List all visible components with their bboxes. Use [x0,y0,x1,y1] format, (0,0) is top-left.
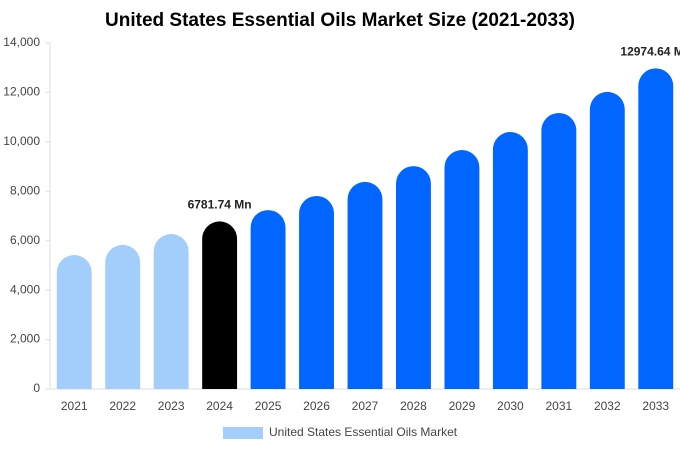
data-label: 12974.64 Mn [620,45,680,59]
x-tick-label: 2030 [497,399,524,413]
x-tick-label: 2027 [352,399,379,413]
bar [444,150,480,389]
bar [492,131,528,389]
x-tick-label: 2032 [594,399,621,413]
y-tick-label: 0 [33,381,40,395]
y-tick-label: 4,000 [10,282,40,296]
y-tick-label: 2,000 [10,332,40,346]
chart-title: United States Essential Oils Market Size… [105,10,575,31]
x-tick-label: 2029 [449,399,476,413]
bar [638,68,674,389]
x-tick-label: 2025 [255,399,282,413]
x-tick-label: 2028 [400,399,427,413]
x-tick-label: 2021 [61,399,88,413]
bar [589,91,625,390]
bar [299,195,334,389]
y-tick-label: 10,000 [3,134,40,148]
y-tick-label: 12,000 [3,85,40,99]
x-tick-label: 2031 [545,399,572,413]
x-tick-label: 2024 [206,399,233,413]
data-label: 6781.74 Mn [188,198,252,212]
bar [153,234,189,389]
bar [56,255,92,389]
y-tick-label: 14,000 [3,35,40,49]
legend-label: United States Essential Oils Market [269,425,458,439]
bar [250,210,286,389]
y-tick-label: 6,000 [10,233,40,247]
x-tick-label: 2023 [158,399,185,413]
bar [396,166,431,389]
bar [541,112,577,390]
y-tick-label: 8,000 [10,183,40,197]
bar [105,244,141,389]
bar [347,181,383,389]
bar [202,221,238,389]
legend-swatch [223,427,263,439]
x-tick-label: 2033 [642,399,669,413]
x-tick-label: 2022 [109,399,136,413]
x-tick-label: 2026 [303,399,330,413]
